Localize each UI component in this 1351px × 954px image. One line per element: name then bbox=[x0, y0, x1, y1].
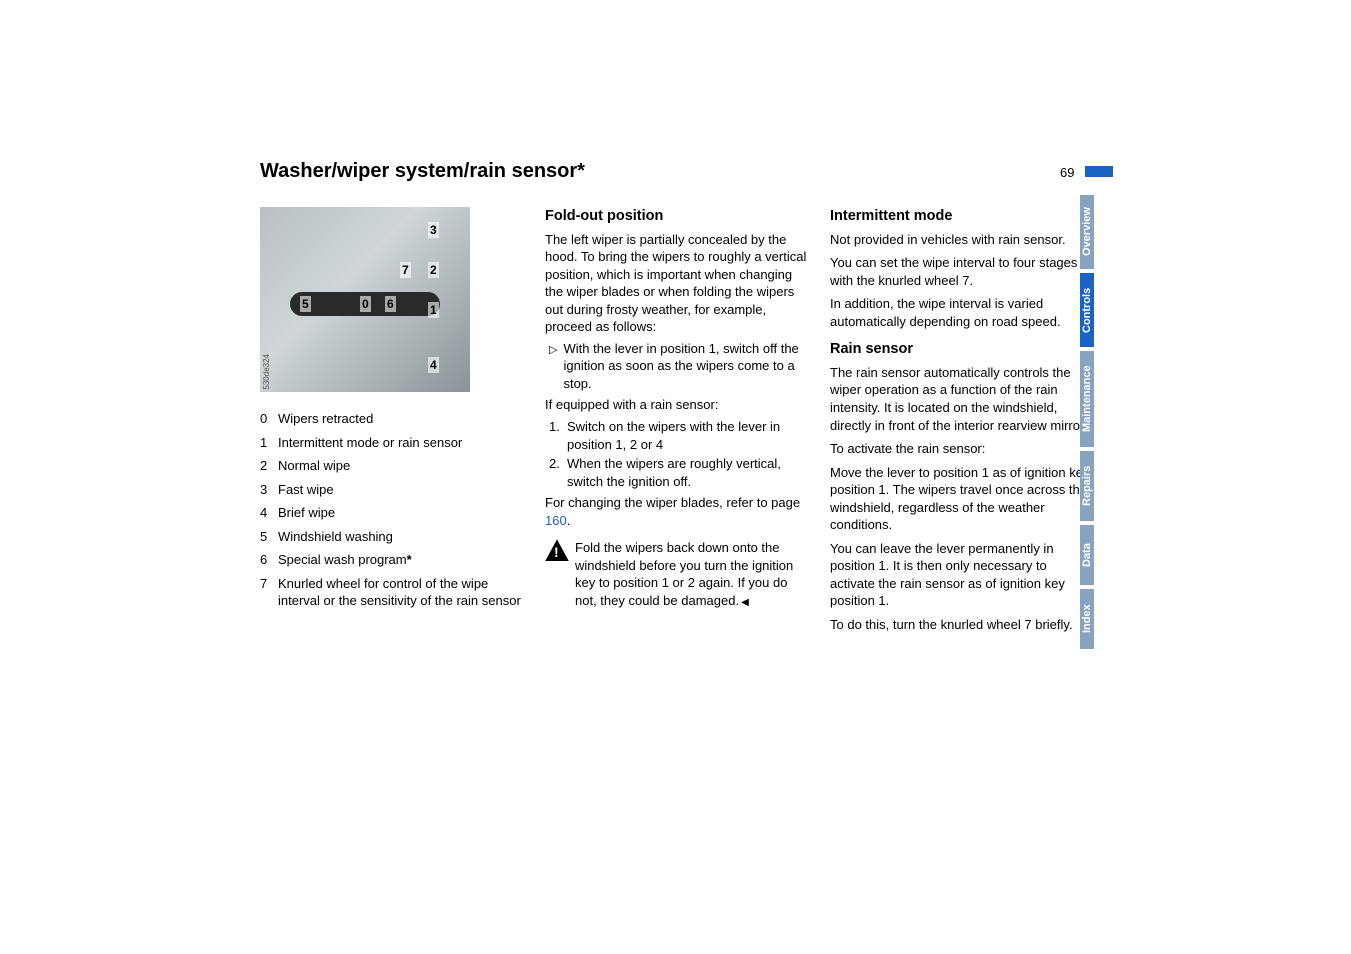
legend-item: 6 Special wash program* bbox=[260, 551, 525, 569]
side-tabs: Overview Controls Maintenance Repairs Da… bbox=[1080, 195, 1110, 653]
legend-num: 1 bbox=[260, 434, 272, 452]
legend-text-inner: Special wash program bbox=[278, 552, 407, 567]
legend-text: Fast wipe bbox=[278, 481, 334, 499]
para: You can set the wipe interval to four st… bbox=[830, 254, 1095, 289]
tab-maintenance[interactable]: Maintenance bbox=[1080, 351, 1094, 447]
legend-item: 4 Brief wipe bbox=[260, 504, 525, 522]
list-text: When the wipers are roughly vertical, sw… bbox=[567, 455, 810, 490]
legend-item: 2 Normal wipe bbox=[260, 457, 525, 475]
title-star: * bbox=[577, 160, 585, 182]
legend-num: 7 bbox=[260, 575, 272, 610]
para-text: . bbox=[567, 513, 571, 528]
legend-text: Special wash program* bbox=[278, 551, 412, 569]
diagram-id: 530de324 bbox=[262, 354, 273, 390]
tab-repairs[interactable]: Repairs bbox=[1080, 451, 1094, 521]
para: Move the lever to position 1 as of ignit… bbox=[830, 464, 1095, 534]
list-num: 2. bbox=[549, 455, 563, 490]
section-rain-sensor: Rain sensor The rain sensor automaticall… bbox=[830, 340, 1095, 633]
diagram-label-2: 2 bbox=[428, 262, 439, 278]
tab-data[interactable]: Data bbox=[1080, 525, 1094, 585]
legend-item: 1 Intermittent mode or rain sensor bbox=[260, 434, 525, 452]
legend-item: 5 Windshield washing bbox=[260, 528, 525, 546]
diagram-label-5: 5 bbox=[300, 296, 311, 312]
warning-text: Fold the wipers back down onto the winds… bbox=[575, 539, 810, 609]
warning-icon bbox=[545, 539, 569, 561]
numbered-list: 1.Switch on the wipers with the lever in… bbox=[549, 418, 810, 490]
page-marker bbox=[1085, 166, 1113, 177]
diagram-label-1: 1 bbox=[428, 302, 439, 318]
para: For changing the wiper blades, refer to … bbox=[545, 494, 810, 529]
column-1: 0 1 2 3 4 5 6 7 530de324 0 Wipers retract… bbox=[260, 207, 525, 644]
legend-text: Knurled wheel for control of the wipe in… bbox=[278, 575, 525, 610]
legend-num: 2 bbox=[260, 457, 272, 475]
column-2: Fold-out position The left wiper is part… bbox=[545, 207, 810, 644]
warning-text-inner: Fold the wipers back down onto the winds… bbox=[575, 540, 793, 608]
legend-item: 7Knurled wheel for control of the wipe i… bbox=[260, 575, 525, 610]
list-num: 1. bbox=[549, 418, 563, 453]
tab-controls[interactable]: Controls bbox=[1080, 273, 1094, 347]
legend-text: Normal wipe bbox=[278, 457, 350, 475]
heading-intermittent: Intermittent mode bbox=[830, 207, 1095, 227]
section-foldout: Fold-out position The left wiper is part… bbox=[545, 207, 810, 610]
list-item: 2.When the wipers are roughly vertical, … bbox=[549, 455, 810, 490]
column-3: Intermittent mode Not provided in vehicl… bbox=[830, 207, 1095, 644]
columns: 0 1 2 3 4 5 6 7 530de324 0 Wipers retract… bbox=[260, 207, 1095, 644]
bullet-text: With the lever in position 1, switch off… bbox=[563, 340, 810, 393]
list-text: Switch on the wipers with the lever in p… bbox=[567, 418, 810, 453]
legend-text: Brief wipe bbox=[278, 504, 335, 522]
para: In addition, the wipe interval is varied… bbox=[830, 295, 1095, 330]
list-item: 1.Switch on the wipers with the lever in… bbox=[549, 418, 810, 453]
legend-text: Intermittent mode or rain sensor bbox=[278, 434, 462, 452]
heading-rain-sensor: Rain sensor bbox=[830, 340, 1095, 360]
para: The rain sensor automatically controls t… bbox=[830, 364, 1095, 434]
bullet: With the lever in position 1, switch off… bbox=[549, 340, 810, 393]
title-text: Washer/wiper system/rain sensor bbox=[260, 160, 577, 182]
warning-box: Fold the wipers back down onto the winds… bbox=[545, 539, 810, 609]
para: To activate the rain sensor: bbox=[830, 440, 1095, 458]
page-title: Washer/wiper system/rain sensor* bbox=[260, 160, 1095, 183]
legend-star: * bbox=[407, 552, 412, 567]
para: You can leave the lever permanently in p… bbox=[830, 540, 1095, 610]
para: If equipped with a rain sensor: bbox=[545, 396, 810, 414]
section-intermittent: Intermittent mode Not provided in vehicl… bbox=[830, 207, 1095, 330]
legend-item: 3 Fast wipe bbox=[260, 481, 525, 499]
para: The left wiper is partially concealed by… bbox=[545, 231, 810, 336]
heading-foldout: Fold-out position bbox=[545, 207, 810, 227]
legend-num: 0 bbox=[260, 410, 272, 428]
diagram-label-4: 4 bbox=[428, 357, 439, 373]
diagram-label-0: 0 bbox=[360, 296, 371, 312]
tab-overview[interactable]: Overview bbox=[1080, 195, 1094, 269]
legend-text: Windshield washing bbox=[278, 528, 393, 546]
end-marker-icon bbox=[739, 593, 749, 608]
diagram-label-6: 6 bbox=[385, 296, 396, 312]
diagram-label-7: 7 bbox=[400, 262, 411, 278]
legend-text: Wipers retracted bbox=[278, 410, 373, 428]
para-text: For changing the wiper blades, refer to … bbox=[545, 495, 800, 510]
legend-num: 3 bbox=[260, 481, 272, 499]
page-number: 69 bbox=[1060, 165, 1074, 180]
legend-item: 0 Wipers retracted bbox=[260, 410, 525, 428]
tab-index[interactable]: Index bbox=[1080, 589, 1094, 649]
legend-num: 6 bbox=[260, 551, 272, 569]
legend-num: 4 bbox=[260, 504, 272, 522]
diagram-label-3: 3 bbox=[428, 222, 439, 238]
legend-list: 0 Wipers retracted 1 Intermittent mode or … bbox=[260, 410, 525, 610]
page-content: Washer/wiper system/rain sensor* 0 1 2 3… bbox=[260, 160, 1095, 644]
legend-num: 5 bbox=[260, 528, 272, 546]
page-link[interactable]: 160 bbox=[545, 513, 567, 528]
para: To do this, turn the knurled wheel 7 bri… bbox=[830, 616, 1095, 634]
wiper-stalk-diagram: 0 1 2 3 4 5 6 7 530de324 bbox=[260, 207, 470, 392]
para: Not provided in vehicles with rain senso… bbox=[830, 231, 1095, 249]
triangle-bullet-icon bbox=[549, 340, 557, 393]
